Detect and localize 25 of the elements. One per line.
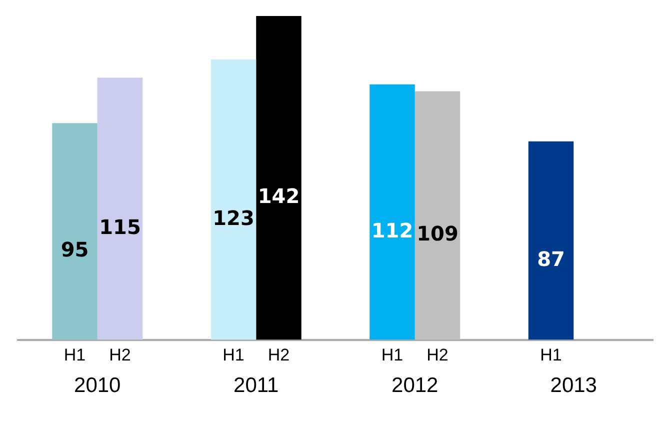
x-tick-label: 2010	[74, 374, 121, 398]
data-label: 115	[99, 214, 141, 239]
bar	[256, 16, 302, 340]
series-label: H2	[109, 345, 131, 364]
bar	[414, 91, 460, 340]
bar	[210, 59, 256, 340]
text: H1	[540, 345, 562, 364]
data-label: 112	[371, 218, 414, 242]
x-tick-label: 2012	[392, 374, 438, 398]
bar	[528, 141, 574, 340]
text: H1	[381, 345, 404, 364]
data-label: 123	[212, 206, 254, 230]
x-tick-label: 2013	[550, 374, 597, 398]
bar	[97, 78, 143, 340]
data-label: 142	[258, 184, 300, 208]
x-tick-label: 2011	[234, 374, 279, 398]
data-label: 109	[416, 222, 458, 246]
data-label: 95	[60, 238, 89, 262]
data-label: 87	[537, 246, 565, 271]
text: H1	[222, 345, 244, 364]
text: H2	[426, 345, 448, 364]
bar	[52, 123, 98, 340]
bar	[370, 84, 415, 340]
series-label: H1	[64, 345, 86, 364]
text: H2	[268, 345, 290, 364]
